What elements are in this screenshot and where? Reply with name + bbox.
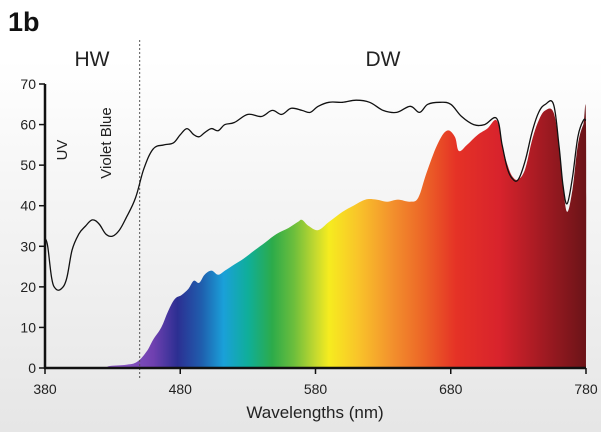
y-tick-label: 10 (20, 319, 36, 335)
panel-label: 1b (8, 7, 40, 37)
y-tick-label: 30 (20, 238, 36, 254)
y-tick-label: 0 (28, 360, 36, 376)
y-tick-label: 70 (20, 76, 36, 92)
band-label-uv: UV (54, 140, 71, 161)
x-axis-title: Wavelengths (nm) (246, 403, 383, 422)
spectral-area (45, 104, 587, 369)
x-tick-label: 380 (33, 381, 57, 397)
chart-ticks: 0 10 20 30 40 50 60 70 380 480 580 680 780 (20, 76, 597, 397)
envelope-line (44, 99, 587, 291)
y-tick-label: 50 (20, 157, 36, 173)
y-tick-label: 60 (20, 117, 36, 133)
chart-marks (44, 40, 587, 378)
region-label-hw: HW (75, 48, 110, 71)
y-tick-label: 40 (20, 198, 36, 214)
y-tick-label: 20 (20, 279, 36, 295)
x-tick-label: 480 (169, 381, 193, 397)
region-label-dw: DW (366, 48, 401, 71)
x-tick-label: 780 (574, 381, 598, 397)
band-label-violet-blue: Violet Blue (98, 107, 115, 178)
x-tick-label: 580 (304, 381, 328, 397)
x-tick-label: 680 (439, 381, 463, 397)
